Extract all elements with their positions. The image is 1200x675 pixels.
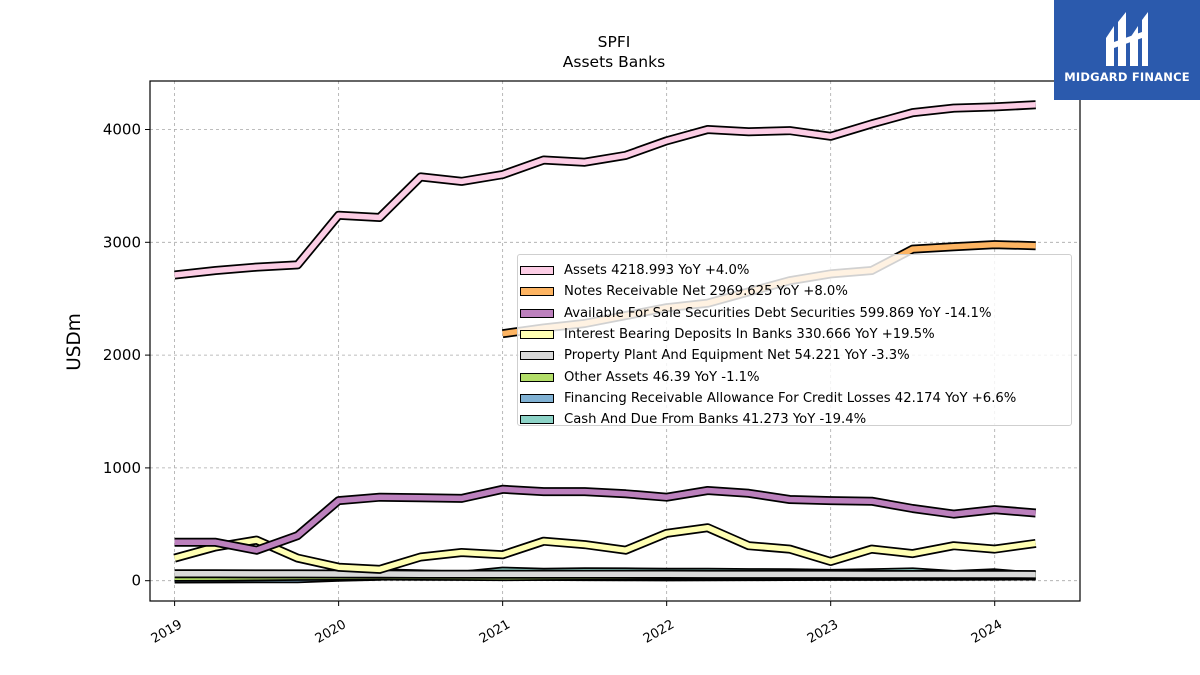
grid [150,81,1080,601]
legend-label: Property Plant And Equipment Net 54.221 … [564,348,910,364]
series-available-for-sale-securities-debt-securities [174,484,1037,555]
legend-swatch [520,415,554,425]
legend-label: Other Assets 46.39 YoY -1.1% [564,369,760,385]
legend-swatch [520,393,554,403]
legend-item: Cash And Due From Banks 41.273 YoY -19.4… [518,409,1071,430]
legend-item: Financing Receivable Allowance For Credi… [518,388,1071,409]
legend-swatch [520,308,554,318]
legend-item: Assets 4218.993 YoY +4.0% [518,260,1071,281]
legend-label: Interest Bearing Deposits In Banks 330.6… [564,327,935,343]
logo: MIDGARD FINANCE [1054,0,1200,100]
legend-item: Available For Sale Securities Debt Secur… [518,303,1071,324]
y-tick-label: 4000 [103,121,141,139]
y-tick-label: 3000 [103,233,141,251]
legend-item: Interest Bearing Deposits In Banks 330.6… [518,324,1071,345]
y-tick-label: 0 [131,572,141,590]
series-line [174,570,1036,578]
plot-frame [149,80,1081,602]
series-line-outline [174,484,1037,555]
legend-label: Assets 4218.993 YoY +4.0% [564,263,750,279]
x-axis: 2019 2020 2021 2022 2023 2024 [149,601,1005,647]
legend: Assets 4218.993 YoY +4.0% Notes Receivabl… [517,254,1072,427]
series-property-plant-and-equipment-net [174,569,1036,580]
x-tick-label: 2022 [641,617,677,647]
series-line [174,102,1036,278]
legend-label: Available For Sale Securities Debt Secur… [564,305,992,321]
x-tick-label: 2020 [313,617,349,647]
series-assets [174,100,1036,280]
legend-swatch [520,372,554,382]
legend-swatch [520,330,554,340]
y-axis: 0 1000 2000 3000 4000 [103,121,150,590]
x-tick-label: 2019 [149,617,185,647]
legend-label: Financing Receivable Allowance For Credi… [564,390,1017,406]
series-line [173,524,1037,573]
legend-item: Property Plant And Equipment Net 54.221 … [518,345,1071,366]
chart-subtitle: Assets Banks [563,53,665,71]
legend-swatch [520,351,554,361]
series-line [174,486,1036,553]
legend-item: Notes Receivable Net 2969.625 YoY +8.0% [518,281,1071,302]
x-tick-label: 2023 [805,617,841,647]
legend-item: Other Assets 46.39 YoY -1.1% [518,366,1071,387]
y-tick-label: 1000 [103,459,141,477]
y-axis-label: USDm [64,313,85,371]
y-tick-label: 2000 [103,346,141,364]
legend-label: Cash And Due From Banks 41.273 YoY -19.4… [564,412,867,428]
legend-swatch [520,266,554,276]
legend-label: Notes Receivable Net 2969.625 YoY +8.0% [564,284,848,300]
logo-text: MIDGARD FINANCE [1064,70,1190,84]
x-tick-label: 2024 [969,617,1005,647]
x-tick-label: 2021 [477,617,513,647]
chart-title: SPFI [598,33,631,51]
legend-swatch [520,287,554,297]
midgard-logo-mark-icon [1106,12,1148,66]
series-interest-bearing-deposits-in-banks [173,523,1037,574]
